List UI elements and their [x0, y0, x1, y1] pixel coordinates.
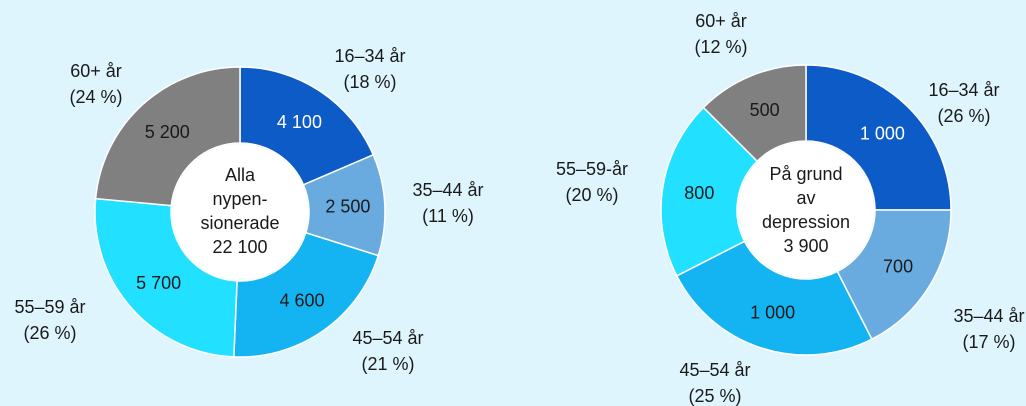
- slice-value-label: 700: [883, 256, 913, 276]
- donut-slice: [94, 66, 241, 207]
- donut-chart-1: 4 100 16–34 år (18 %) 2 500 35–44 år (11 %) 4 …: [14, 46, 483, 374]
- slice-value-label: 5 700: [136, 273, 181, 293]
- slice-percent-label: (18 %): [343, 72, 396, 92]
- slice-percent-label: (25 %): [688, 386, 741, 406]
- donut-slice: [702, 64, 807, 163]
- donut-slice: [660, 106, 759, 277]
- slice-percent-label: (11 %): [422, 206, 474, 226]
- center-label-line: sionerade: [200, 213, 279, 233]
- slice-category-label: 16–34 år: [334, 46, 405, 66]
- slice-value-label: 500: [750, 100, 780, 120]
- slice-value-label: 1 000: [860, 124, 905, 144]
- slice-category-label: 55–59 år: [14, 297, 85, 317]
- donut-hole: [738, 142, 874, 278]
- slice-percent-label: (20 %): [565, 185, 618, 205]
- donut-hole: [172, 144, 308, 280]
- slice-percent-label: (17 %): [962, 332, 1015, 352]
- slice-category-label: 45–54 år: [679, 360, 750, 380]
- slice-percent-label: (21 %): [361, 354, 414, 374]
- slice-category-label: 60+ år: [70, 61, 122, 81]
- slice-value-label: 5 200: [145, 122, 190, 142]
- slice-percent-label: (12 %): [694, 37, 747, 57]
- slice-category-label: 55–59-år: [556, 159, 628, 179]
- center-label-line: 3 900: [783, 236, 828, 256]
- slice-category-label: 35–44 år: [953, 306, 1024, 326]
- donut-slice: [239, 66, 375, 186]
- donut-chart-2: 1 000 16–34 år (26 %) 700 35–44 år (17 %) 1 00…: [556, 11, 1025, 406]
- slice-percent-label: (26 %): [937, 106, 990, 126]
- slice-value-label: 2 500: [325, 197, 370, 217]
- slice-category-label: 16–34 år: [928, 80, 999, 100]
- slice-category-label: 35–44 år: [412, 180, 483, 200]
- donut-slice: [805, 64, 952, 211]
- center-label-line: depression: [762, 212, 850, 232]
- slice-value-label: 4 100: [277, 112, 322, 132]
- slice-value-label: 4 600: [279, 290, 324, 310]
- slice-category-label: 45–54 år: [352, 328, 423, 348]
- donut-slice: [675, 240, 873, 356]
- center-label-line: av: [796, 188, 815, 208]
- donut-slice: [233, 231, 380, 358]
- slice-percent-label: (26 %): [23, 323, 76, 343]
- donut-slice: [836, 209, 952, 341]
- slice-category-label: 60+ år: [695, 11, 747, 31]
- center-label-line: På grund: [769, 164, 842, 184]
- center-label-line: nypen-: [212, 189, 267, 209]
- slice-percent-label: (24 %): [69, 87, 122, 107]
- donut-slice: [94, 197, 238, 358]
- center-label-line: 22 100: [212, 237, 267, 257]
- slice-value-label: 1 000: [750, 303, 795, 323]
- center-label-line: Alla: [225, 165, 256, 185]
- slice-value-label: 800: [684, 183, 714, 203]
